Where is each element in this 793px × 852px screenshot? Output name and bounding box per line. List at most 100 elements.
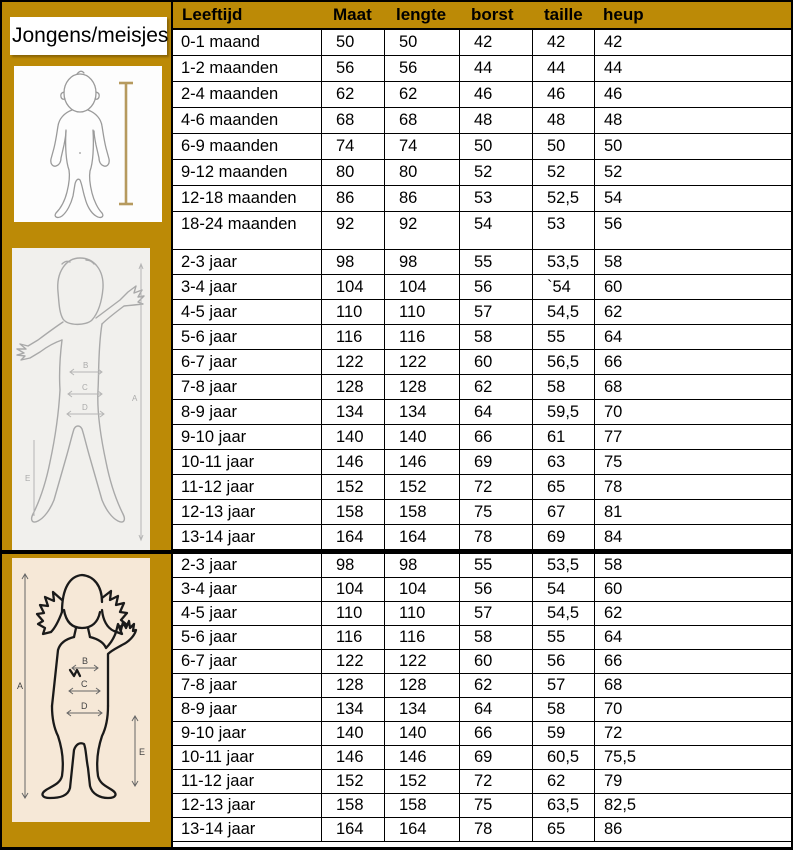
cell-borst: 46 <box>460 82 533 107</box>
table-row: 13-14 jaar 164 164 78 69 84 <box>173 525 791 550</box>
girl-label-d: D <box>81 701 88 711</box>
cell-borst: 62 <box>460 674 533 697</box>
cell-leeftijd: 3-4 jaar <box>173 578 322 601</box>
table-row: 7-8 jaar 128 128 62 57 68 <box>173 674 791 698</box>
cell-lengte: 116 <box>385 325 460 349</box>
cell-borst: 55 <box>460 554 533 577</box>
cell-maat: 140 <box>322 425 385 449</box>
cell-maat: 152 <box>322 475 385 499</box>
cell-lengte: 62 <box>385 82 460 107</box>
cell-taille: 53,5 <box>533 554 595 577</box>
cell-taille: 57 <box>533 674 595 697</box>
table-row: 12-13 jaar 158 158 75 67 81 <box>173 500 791 525</box>
cell-leeftijd: 12-18 maanden <box>173 186 322 211</box>
cell-borst: 69 <box>460 450 533 474</box>
cell-borst: 60 <box>460 650 533 673</box>
table-row: 9-10 jaar 140 140 66 59 72 <box>173 722 791 746</box>
cell-leeftijd: 8-9 jaar <box>173 400 322 424</box>
cell-lengte: 134 <box>385 400 460 424</box>
cell-heup: 50 <box>604 137 623 155</box>
cell-maat: 86 <box>322 186 385 211</box>
cell-taille: 63 <box>533 450 595 474</box>
cell-heup: 75 <box>604 453 623 471</box>
cell-maat: 62 <box>322 82 385 107</box>
cell-maat: 116 <box>322 325 385 349</box>
cell-leeftijd: 10-11 jaar <box>173 450 322 474</box>
sidebar: Jongens/meisjes <box>2 2 173 847</box>
header-taille: taille <box>544 5 583 24</box>
header-borst: borst <box>471 5 514 24</box>
cell-taille: 59,5 <box>533 400 595 424</box>
cell-taille: `54 <box>533 275 595 299</box>
cell-taille: 52 <box>533 160 595 185</box>
cell-lengte: 116 <box>385 626 460 649</box>
cell-maat: 128 <box>322 674 385 697</box>
cell-leeftijd: 12-13 jaar <box>173 794 322 817</box>
cell-leeftijd: 11-12 jaar <box>173 475 322 499</box>
cell-maat: 152 <box>322 770 385 793</box>
cell-maat: 104 <box>322 578 385 601</box>
cell-lengte: 86 <box>385 186 460 211</box>
table-row: 4-5 jaar 110 110 57 54,5 62 <box>173 300 791 325</box>
table-row: 2-3 jaar 98 98 55 53,5 58 <box>173 250 791 275</box>
table-section-girls: 2-3 jaar 98 98 55 53,5 58 3-4 jaar 104 104 56 54 60… <box>173 554 791 842</box>
cell-heup: 56 <box>604 215 623 233</box>
cell-borst: 55 <box>460 250 533 274</box>
cell-taille: 54 <box>533 578 595 601</box>
cell-heup: 70 <box>604 403 623 421</box>
cell-lengte: 50 <box>385 30 460 55</box>
cell-taille: 58 <box>533 698 595 721</box>
cell-lengte: 98 <box>385 250 460 274</box>
cell-heup: 78 <box>604 478 623 496</box>
cell-leeftijd: 11-12 jaar <box>173 770 322 793</box>
cell-maat: 80 <box>322 160 385 185</box>
cell-maat: 92 <box>322 212 385 249</box>
girl-figure-box: A B C D E <box>12 558 150 822</box>
table-row: 2-3 jaar 98 98 55 53,5 58 <box>173 554 791 578</box>
cell-maat: 98 <box>322 250 385 274</box>
cell-taille: 53,5 <box>533 250 595 274</box>
table-row: 3-4 jaar 104 104 56 `54 60 <box>173 275 791 300</box>
cell-taille: 59 <box>533 722 595 745</box>
table-row: 9-10 jaar 140 140 66 61 77 <box>173 425 791 450</box>
cell-heup: 58 <box>604 556 623 574</box>
table-row: 12-13 jaar 158 158 75 63,5 82,5 <box>173 794 791 818</box>
cell-maat: 50 <box>322 30 385 55</box>
boy-label-a: A <box>132 394 138 403</box>
cell-maat: 68 <box>322 108 385 133</box>
cell-heup: 52 <box>604 163 623 181</box>
boy-label-c: C <box>82 383 88 392</box>
table-row: 12-18 maanden 86 86 53 52,5 54 <box>173 186 791 212</box>
table-row: 10-11 jaar 146 146 69 63 75 <box>173 450 791 475</box>
cell-lengte: 158 <box>385 500 460 524</box>
cell-borst: 64 <box>460 400 533 424</box>
cell-taille: 44 <box>533 56 595 81</box>
cell-borst: 64 <box>460 698 533 721</box>
cell-heup: 75,5 <box>604 748 637 766</box>
table-row: 2-4 maanden 62 62 46 46 46 <box>173 82 791 108</box>
cell-maat: 164 <box>322 525 385 549</box>
cell-lengte: 98 <box>385 554 460 577</box>
cell-lengte: 122 <box>385 350 460 374</box>
cell-heup: 70 <box>604 700 623 718</box>
cell-leeftijd: 4-6 maanden <box>173 108 322 133</box>
cell-taille: 67 <box>533 500 595 524</box>
cell-borst: 75 <box>460 500 533 524</box>
cell-borst: 78 <box>460 818 533 841</box>
header-lengte: lengte <box>396 5 447 24</box>
cell-maat: 122 <box>322 650 385 673</box>
cell-heup: 46 <box>604 85 623 103</box>
cell-lengte: 152 <box>385 770 460 793</box>
table-row: 0-1 maand 50 50 42 42 42 <box>173 30 791 56</box>
cell-taille: 55 <box>533 626 595 649</box>
cell-lengte: 80 <box>385 160 460 185</box>
cell-borst: 78 <box>460 525 533 549</box>
cell-heup: 42 <box>604 33 623 51</box>
size-table: Leeftijd Maat lengte borst taille heup 0… <box>173 2 791 847</box>
cell-borst: 54 <box>460 212 533 249</box>
cell-maat: 146 <box>322 746 385 769</box>
cell-heup: 68 <box>604 676 623 694</box>
cell-borst: 57 <box>460 602 533 625</box>
gender-label: Jongens/meisjes <box>10 17 168 55</box>
